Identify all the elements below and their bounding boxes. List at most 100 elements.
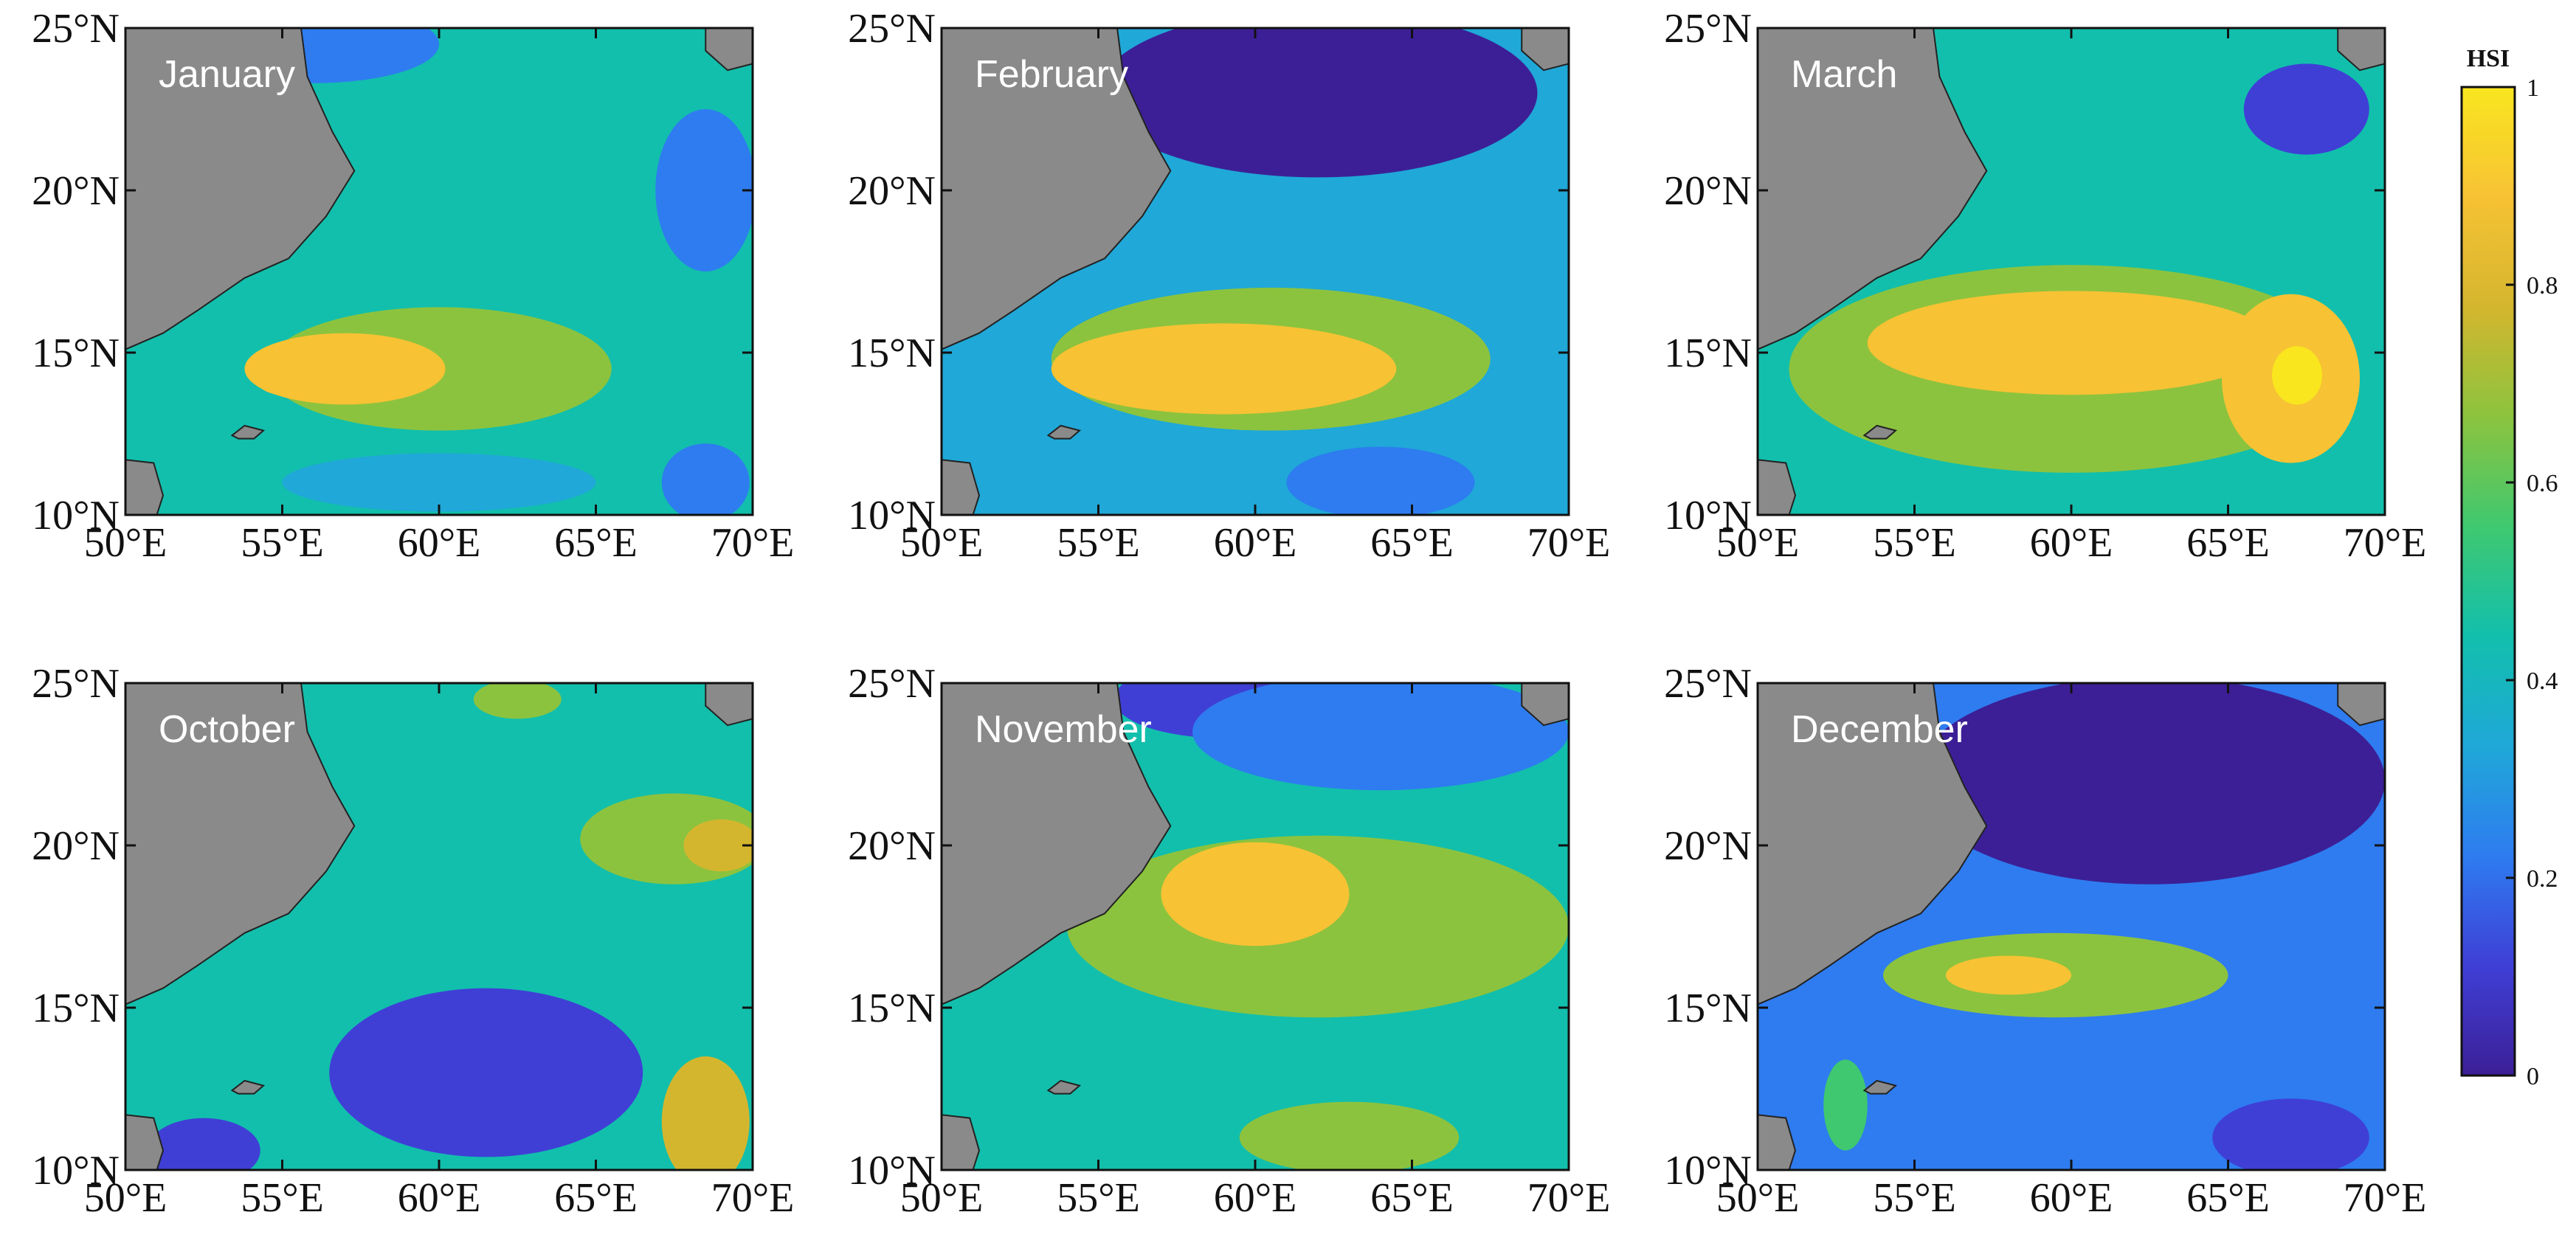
hsi-field — [125, 28, 753, 515]
map-panel-march: March 50°E 55°E 60°E 65°E 70°E 25°N 20°N 15°N 10°… — [1664, 6, 2426, 566]
land-arabian-peninsula — [942, 28, 1172, 350]
lon-tick-label: 55°E — [1057, 1175, 1140, 1221]
land-arabian-peninsula — [125, 683, 356, 1005]
colorbar-tick-label: 0.6 — [2527, 470, 2558, 497]
land-arabian-peninsula — [942, 683, 1172, 1005]
lat-tick-label: 20°N — [1664, 823, 1752, 869]
lon-tick-label: 70°E — [2344, 520, 2427, 566]
land-horn-of-africa — [125, 1114, 165, 1170]
land-pakistan-coast — [705, 683, 753, 727]
lat-tick-label: 10°N — [32, 493, 120, 539]
hsi-zone — [1161, 842, 1350, 946]
lat-tick-label: 25°N — [848, 661, 936, 707]
lon-tick-label: 65°E — [2186, 1175, 2270, 1221]
land-socotra-island — [1046, 424, 1082, 440]
lon-tick-label: 60°E — [2030, 1175, 2113, 1221]
lon-tick-label: 55°E — [241, 520, 324, 566]
hsi-zone — [2212, 1098, 2369, 1170]
land-arabian-peninsula — [1758, 683, 1988, 1005]
hsi-zone — [1946, 955, 2071, 995]
lat-tick-label: 10°N — [848, 493, 936, 539]
lat-tick-label: 25°N — [1664, 6, 1752, 52]
lon-tick-label: 70°E — [1527, 1175, 1611, 1221]
land-horn-of-africa — [1758, 459, 1797, 515]
hsi-zone — [1051, 323, 1397, 415]
hsi-zone — [1223, 356, 1318, 395]
hsi-field — [125, 683, 753, 1170]
lon-tick-label: 65°E — [554, 1175, 638, 1221]
hsi-zone — [661, 443, 750, 515]
hsi-field — [942, 28, 1569, 515]
colorbar-tick-label: 0.8 — [2527, 272, 2558, 300]
land-pakistan-coast — [1521, 683, 1569, 727]
lat-tick-label: 20°N — [848, 168, 936, 214]
colorbar-tick-label: 0.4 — [2527, 668, 2558, 695]
map-panel-november: November 50°E 55°E 60°E 65°E 70°E 25°N 20°N 15°N… — [848, 661, 1611, 1221]
month-label: January — [159, 53, 295, 96]
hsi-zone — [1867, 291, 2276, 395]
lat-tick-label: 15°N — [848, 986, 936, 1031]
lon-tick-label: 50°E — [900, 1175, 984, 1221]
colorbar-title: HSI — [2467, 45, 2510, 72]
land-socotra-island — [230, 1079, 266, 1095]
lon-tick-label: 60°E — [1214, 1175, 1297, 1221]
lon-tick-label: 70°E — [711, 520, 795, 566]
lat-tick-label: 20°N — [848, 823, 936, 869]
land-socotra-island — [1862, 424, 1898, 440]
lat-tick-label: 25°N — [32, 6, 120, 52]
lon-tick-label: 60°E — [398, 1175, 481, 1221]
land-horn-of-africa — [1758, 1114, 1797, 1170]
hsi-zone — [1286, 446, 1475, 515]
month-label: March — [1791, 53, 1897, 96]
lat-tick-label: 20°N — [32, 168, 120, 214]
hsi-field — [942, 683, 1569, 1170]
hsi-zone — [1098, 28, 1538, 178]
hsi-zone — [2055, 401, 2213, 466]
hsi-zone — [1823, 1059, 1868, 1151]
land-pakistan-coast — [1521, 28, 1569, 72]
lon-tick-label: 65°E — [1370, 520, 1454, 566]
month-label: February — [975, 53, 1128, 96]
lon-tick-label: 55°E — [1057, 520, 1140, 566]
hsi-zone — [1198, 862, 1249, 914]
lat-tick-label: 10°N — [1664, 1148, 1752, 1194]
lon-tick-label: 65°E — [1370, 1175, 1454, 1221]
land-socotra-island — [1862, 1079, 1898, 1095]
land-pakistan-coast — [2337, 683, 2385, 727]
month-label: November — [975, 708, 1152, 751]
colorbar-tick-label: 1 — [2527, 75, 2539, 102]
lon-tick-label: 65°E — [554, 520, 638, 566]
lon-tick-label: 55°E — [241, 1175, 324, 1221]
lon-tick-label: 60°E — [2030, 520, 2113, 566]
lon-tick-label: 55°E — [1873, 520, 1956, 566]
month-label: October — [159, 708, 295, 751]
lat-tick-label: 15°N — [848, 330, 936, 376]
hsi-zone — [2272, 346, 2322, 405]
hsi-zone — [1192, 683, 1569, 791]
hsi-zone — [1239, 1101, 1460, 1170]
hsi-field — [1758, 683, 2385, 1170]
colorbar-gradient — [2460, 86, 2516, 1077]
lon-tick-label: 50°E — [84, 1175, 168, 1221]
lat-tick-label: 15°N — [1664, 330, 1752, 376]
lon-tick-label: 60°E — [398, 520, 481, 566]
map-panel-october: October 50°E 55°E 60°E 65°E 70°E 25°N 20°N 15°N 1… — [32, 661, 794, 1221]
hsi-zone — [661, 1056, 750, 1170]
lat-tick-label: 10°N — [848, 1148, 936, 1194]
hsi-zone — [282, 453, 596, 512]
map-panel-february: February 50°E 55°E 60°E 65°E 70°E 25°N 20°N 15°N… — [848, 6, 1610, 566]
lon-tick-label: 50°E — [1716, 1175, 1800, 1221]
lat-tick-label: 25°N — [32, 661, 120, 707]
lat-tick-label: 10°N — [1664, 493, 1752, 539]
lat-tick-label: 15°N — [1664, 986, 1752, 1031]
hsi-zone — [683, 819, 753, 872]
land-pakistan-coast — [705, 28, 753, 72]
land-horn-of-africa — [942, 1114, 981, 1170]
lat-tick-label: 25°N — [1664, 661, 1752, 707]
hsi-zone — [147, 1118, 260, 1170]
colorbar: HSI 0 0.2 0.4 0.6 0.8 1 — [2460, 45, 2558, 1090]
lon-tick-label: 70°E — [1527, 520, 1611, 566]
map-panel-january: January 50°E 55°E 60°E 65°E 70°E 25°N 20°N 15°N 1… — [32, 6, 795, 566]
lon-tick-label: 50°E — [84, 520, 168, 566]
